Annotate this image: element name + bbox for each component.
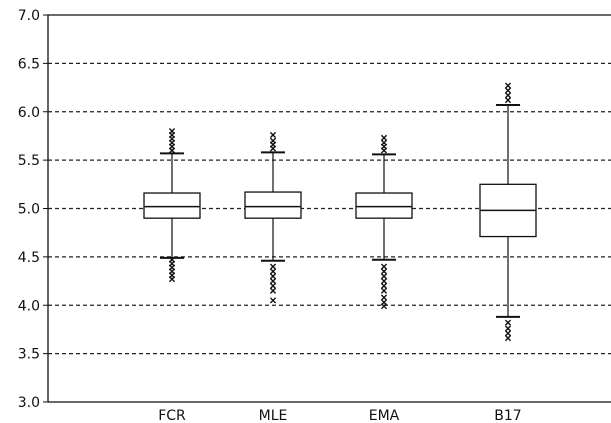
outlier-marker-high — [168, 128, 176, 135]
box-iqr — [244, 191, 302, 219]
x-category-label: EMA — [369, 408, 400, 423]
outlier-marker-high — [504, 87, 512, 94]
outlier-marker-high — [269, 137, 277, 144]
y-tick-label: 4.5 — [18, 250, 40, 266]
outlier-marker-low — [380, 268, 388, 275]
outlier-marker-low — [269, 297, 277, 304]
outlier-marker-low — [269, 273, 277, 280]
outlier-marker-low — [504, 330, 512, 337]
outlier-marker-low — [269, 282, 277, 289]
outlier-marker-high — [504, 97, 512, 104]
outlier-marker-low — [269, 263, 277, 270]
x-category-label: FCR — [158, 408, 186, 423]
outlier-marker-low — [380, 282, 388, 289]
outlier-marker-low — [380, 263, 388, 270]
x-category-label: B17 — [494, 408, 521, 423]
outlier-marker-high — [380, 134, 388, 141]
outlier-marker-low — [380, 273, 388, 280]
outlier-marker-low — [269, 277, 277, 285]
outlier-marker-low — [504, 335, 512, 342]
outlier-marker-high — [504, 82, 512, 89]
outlier-marker-low — [269, 268, 277, 275]
outlier-marker-high — [504, 92, 512, 99]
y-tick-label: 5.0 — [18, 202, 40, 218]
x-category-label: MLE — [259, 408, 288, 423]
y-tick-label: 3.5 — [18, 347, 40, 363]
outlier-marker-low — [380, 303, 388, 310]
outlier-marker-low — [168, 276, 176, 283]
outlier-marker-low — [504, 319, 512, 326]
outlier-marker-low — [380, 294, 388, 301]
y-tick-label: 7.0 — [18, 8, 40, 24]
box-iqr — [143, 192, 201, 219]
outlier-marker-low — [380, 277, 388, 285]
outlier-marker-low — [380, 287, 388, 294]
y-tick-label: 4.0 — [18, 298, 40, 314]
box-iqr — [355, 192, 413, 219]
y-tick-label: 6.5 — [18, 56, 40, 72]
outlier-marker-high — [269, 131, 277, 139]
outlier-marker-low — [269, 287, 277, 294]
y-tick-label: 3.0 — [18, 395, 40, 411]
y-tick-label: 5.5 — [18, 153, 40, 169]
y-tick-label: 6.0 — [18, 105, 40, 121]
outlier-marker-high — [380, 139, 388, 146]
outlier-marker-low — [504, 325, 512, 332]
